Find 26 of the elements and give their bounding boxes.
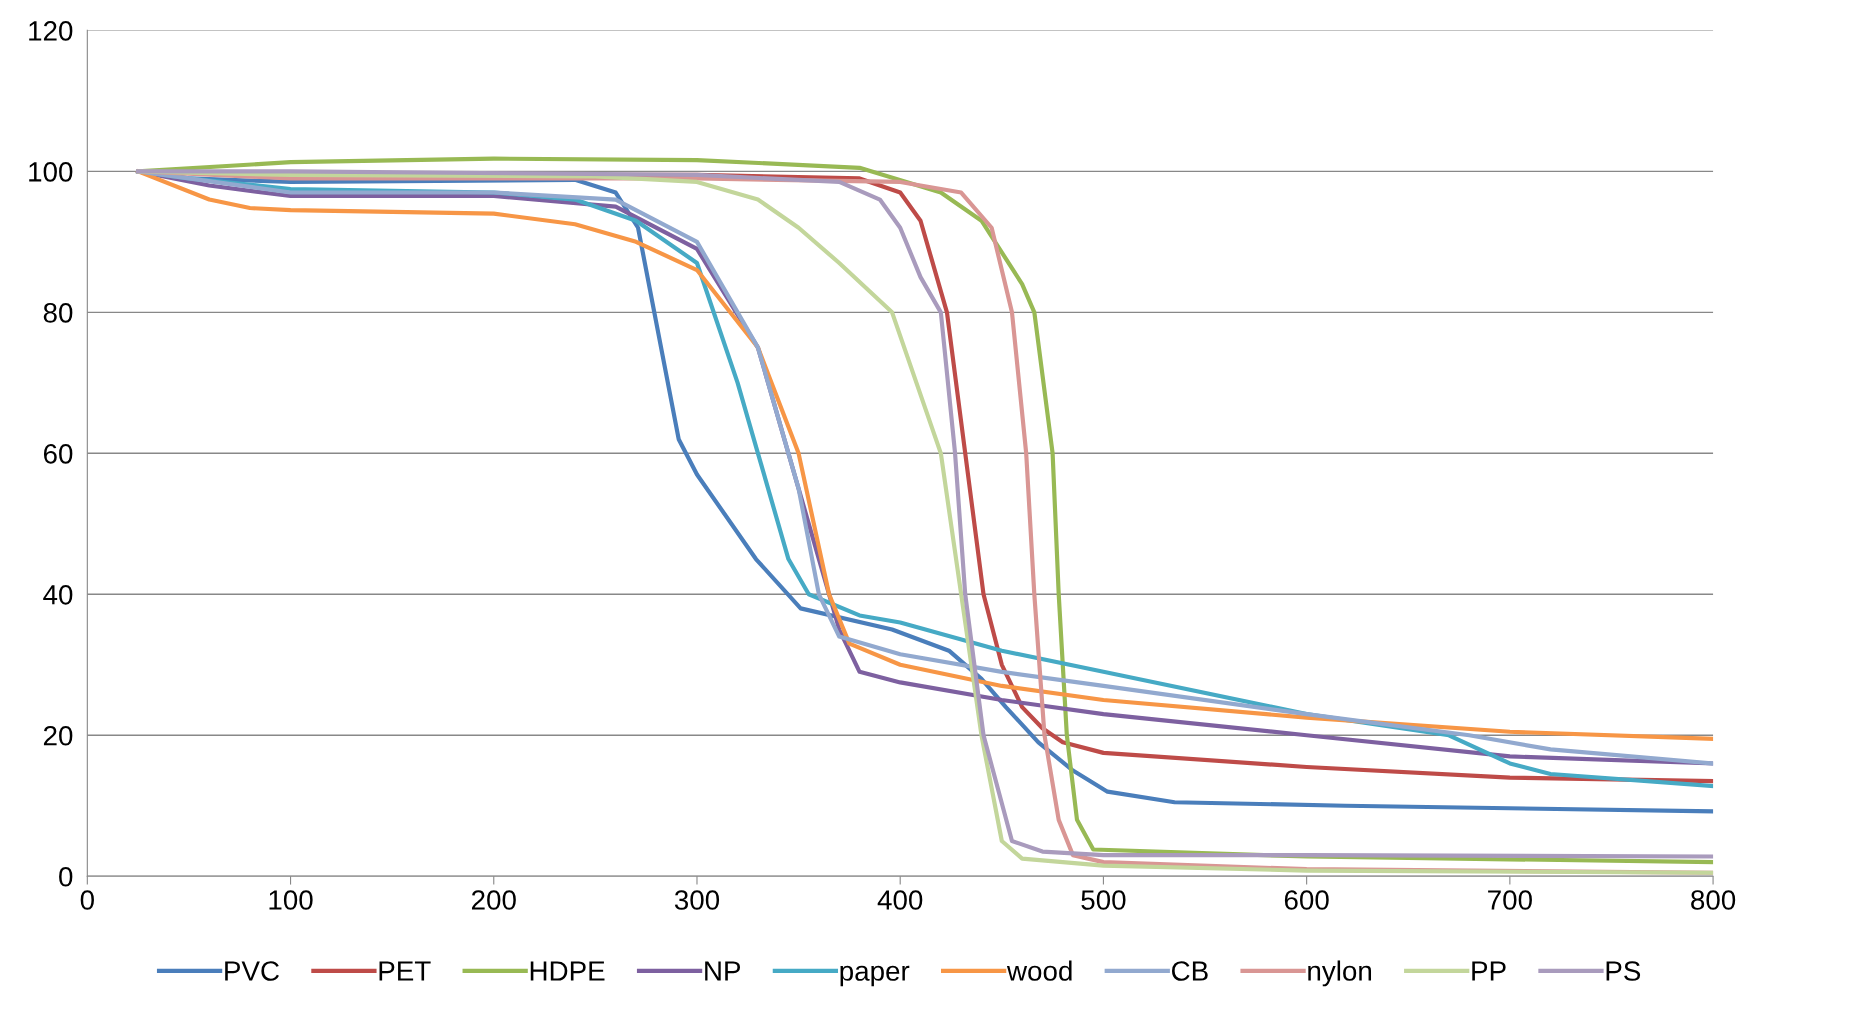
y-tick-label: 80 <box>43 303 73 323</box>
x-tick-label: 800 <box>1691 890 1736 910</box>
legend-label: PP <box>1472 961 1506 981</box>
x-tick-label: 100 <box>269 890 313 910</box>
y-tick-label: 100 <box>29 162 73 182</box>
y-tick-label: 0 <box>59 866 73 887</box>
legend-label: nylon <box>1308 960 1372 987</box>
legend-label: paper <box>840 965 910 987</box>
legend-label: wood <box>1006 960 1072 981</box>
legend-label: PET <box>379 961 431 981</box>
legend-label: PS <box>1606 961 1641 981</box>
y-tick-label: 40 <box>43 584 73 605</box>
x-tick-label: 700 <box>1488 890 1532 910</box>
legend-label: PVC <box>225 961 279 981</box>
legend-label: CB <box>1172 961 1208 981</box>
x-tick-label: 200 <box>471 890 516 910</box>
legend-label: HDPE <box>530 961 605 981</box>
legend-label: NP <box>705 961 741 981</box>
y-tick-label: 120 <box>29 21 73 41</box>
x-tick-label: 400 <box>877 890 923 910</box>
y-tick-label: 20 <box>43 725 73 746</box>
x-tick-label: 500 <box>1081 890 1126 910</box>
x-tick-label: 600 <box>1284 890 1329 910</box>
x-tick-label: 0 <box>80 890 94 910</box>
x-tick-label: 300 <box>674 890 720 910</box>
y-tick-label: 60 <box>43 443 73 464</box>
